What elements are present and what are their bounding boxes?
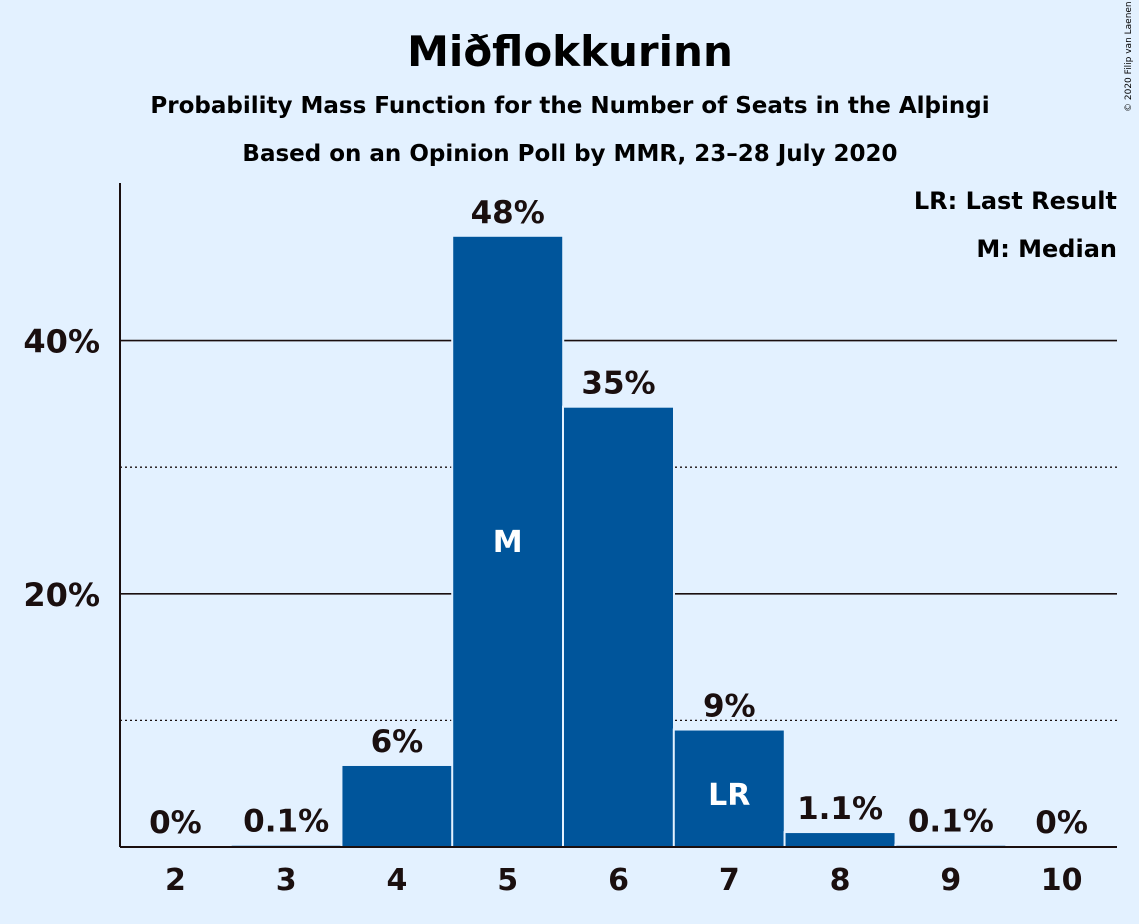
bar-value-label: 1.1% xyxy=(797,791,883,827)
bar-value-label: 9% xyxy=(703,689,756,725)
bar-value-label: 0.1% xyxy=(908,804,994,840)
bar-seats-5 xyxy=(453,236,563,848)
x-tick-label: 2 xyxy=(165,863,186,898)
x-tick-label: 7 xyxy=(719,863,740,898)
x-tick-label: 10 xyxy=(1041,863,1083,898)
y-tick-label: 40% xyxy=(23,323,100,361)
bars xyxy=(229,234,1008,848)
x-tick-label: 6 xyxy=(608,863,629,898)
y-axis-ticks: 20% 40% xyxy=(23,323,100,614)
x-tick-label: 8 xyxy=(830,863,851,898)
chart-source: Based on an Opinion Poll by MMR, 23–28 J… xyxy=(242,141,897,167)
axes xyxy=(119,183,1117,848)
legend-last-result: LR: Last Result xyxy=(914,187,1117,215)
chart-subtitle: Probability Mass Function for the Number… xyxy=(150,93,989,119)
last-result-marker: LR xyxy=(708,778,750,813)
bar-value-label: 0% xyxy=(149,805,202,841)
bar-value-label: 0.1% xyxy=(243,804,329,840)
bar-seats-6 xyxy=(564,407,673,847)
chart-title: Miðflokkurinn xyxy=(407,27,733,76)
y-tick-label: 20% xyxy=(23,576,100,614)
legend-median: M: Median xyxy=(976,235,1117,263)
bar-value-label: 6% xyxy=(371,724,424,760)
bar-value-label: 0% xyxy=(1035,805,1088,841)
bar-seats-7 xyxy=(674,730,784,847)
x-axis-ticks: 2 3 4 5 6 7 8 9 10 xyxy=(165,863,1083,898)
bar-seats-4 xyxy=(342,765,452,847)
bar-value-label: 35% xyxy=(581,366,655,402)
bar-gap xyxy=(894,843,1008,847)
bar-value-label: 48% xyxy=(471,195,545,231)
bar-gap xyxy=(229,843,343,847)
median-marker: M xyxy=(493,525,523,560)
x-tick-label: 4 xyxy=(387,863,408,898)
x-tick-label: 5 xyxy=(497,863,518,898)
bar-seats-8 xyxy=(785,833,895,847)
bar-value-labels: 0% 0.1% 6% 48% M 35% 9% LR 1.1% 0.1% 0% xyxy=(149,195,1088,841)
x-tick-label: 9 xyxy=(940,863,961,898)
copyright-note: © 2020 Filip van Laenen xyxy=(1124,1,1134,112)
x-tick-label: 3 xyxy=(276,863,297,898)
